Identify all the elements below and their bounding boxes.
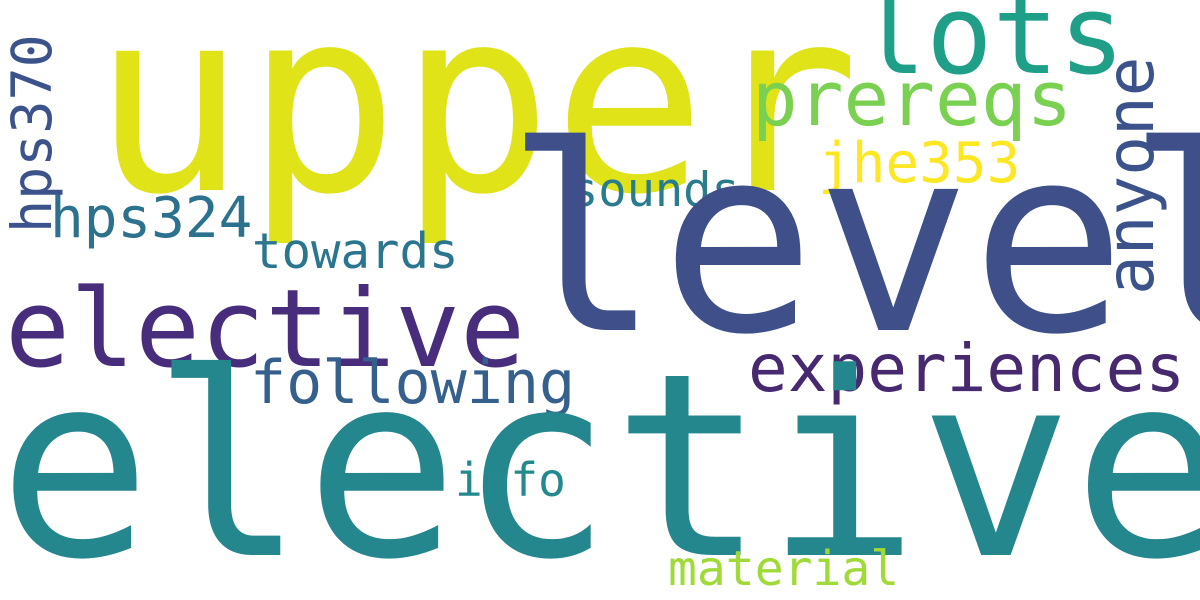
word-elective: elective — [5, 267, 526, 392]
word-hps324: hps324 — [50, 186, 253, 251]
word-jhe353: jhe353 — [818, 131, 1021, 196]
word-electives: electives — [0, 319, 1200, 600]
word-towards: towards — [252, 223, 459, 280]
word-prereqs: prereqs — [752, 54, 1073, 143]
word-level: level — [505, 91, 1200, 391]
word-lots: lots — [860, 0, 1125, 99]
word-sounds: sounds — [570, 163, 740, 218]
word-experiences: experiences — [748, 330, 1186, 407]
word-following: following — [250, 348, 576, 418]
word-material: material — [668, 541, 900, 597]
word-upper: upper — [92, 0, 860, 251]
word-info: info — [455, 453, 566, 507]
